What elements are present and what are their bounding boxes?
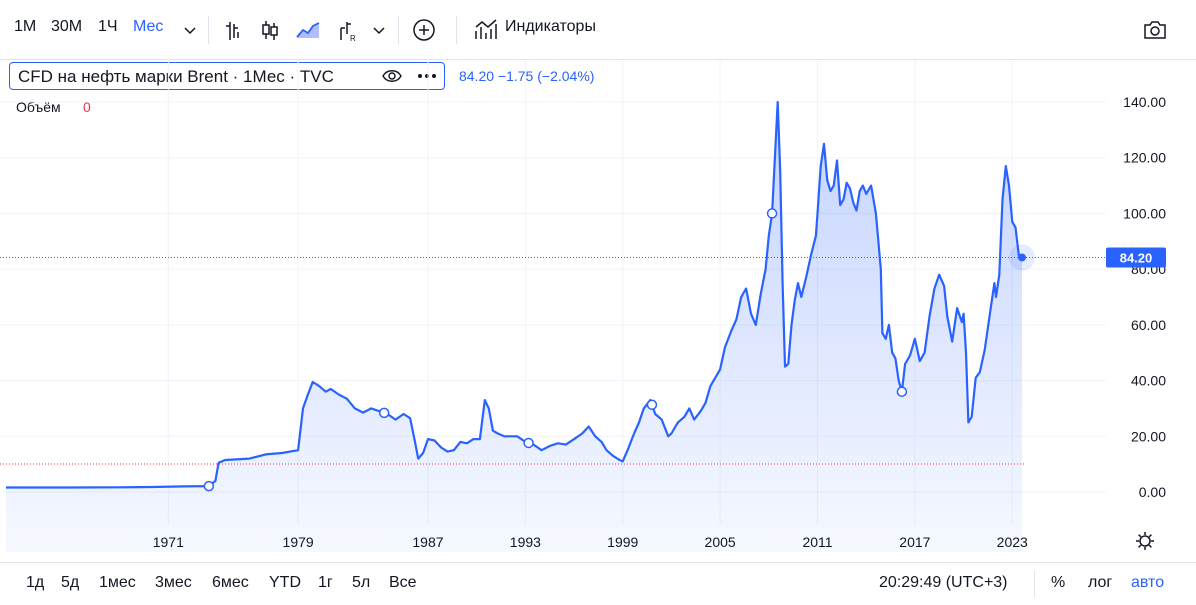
price-tag-label: 84.20 — [1120, 250, 1153, 265]
price-chart[interactable]: 140.00120.00100.0080.0060.0040.0020.000.… — [0, 0, 1196, 562]
indicators-button[interactable]: Индикаторы — [505, 18, 596, 35]
compare-plus-icon[interactable] — [410, 16, 438, 44]
x-tick-label: 2023 — [997, 534, 1028, 550]
x-tick-label: 2005 — [705, 534, 736, 550]
range-5y[interactable]: 5л — [352, 574, 371, 591]
time-axis[interactable]: 1971 1979 1987 1993 1999 2005 2011 2017 2023 — [153, 534, 1028, 550]
bottom-toolbar: 1д 5д 1мес 3мес 6мес YTD 1г 5л Все 20:29… — [0, 562, 1196, 605]
event-marker[interactable] — [523, 437, 534, 449]
x-tick-label: 2011 — [802, 534, 832, 550]
top-toolbar: 1М 30М 1Ч Мес R Индикаторы — [0, 0, 1196, 60]
price-line — [6, 100, 1023, 489]
x-tick-label: 1993 — [510, 534, 541, 550]
price-axis[interactable]: 140.00120.00100.0080.0060.0040.0020.000.… — [1123, 94, 1166, 500]
range-all[interactable]: Все — [389, 574, 417, 591]
toolbar-divider — [208, 16, 209, 44]
clock-time[interactable]: 20:29:49 (UTC+3) — [879, 574, 1008, 591]
event-marker[interactable] — [378, 407, 390, 419]
event-marker[interactable] — [896, 386, 908, 397]
toolbar-divider — [1034, 571, 1035, 597]
price-tag: 84.20 — [1106, 247, 1166, 268]
range-1d[interactable]: 1д — [26, 574, 45, 591]
x-tick-label: 1999 — [607, 534, 638, 550]
interval-1m[interactable]: 1М — [14, 18, 37, 35]
camera-icon[interactable] — [1141, 16, 1169, 44]
settings-gear-icon[interactable] — [1136, 532, 1154, 550]
eye-icon[interactable] — [382, 67, 402, 85]
auto-toggle[interactable]: авто — [1131, 574, 1165, 591]
interval-30m[interactable]: 30М — [51, 18, 83, 35]
x-tick-label: 1987 — [412, 534, 443, 550]
y-tick-label: 40.00 — [1131, 373, 1166, 389]
interval-1h[interactable]: 1Ч — [98, 18, 118, 35]
event-marker[interactable] — [646, 399, 658, 410]
range-3m[interactable]: 3мес — [155, 574, 192, 591]
range-5d[interactable]: 5д — [61, 574, 80, 591]
x-tick-label: 1979 — [283, 534, 314, 550]
chevron-down-icon[interactable] — [176, 16, 204, 44]
event-marker[interactable] — [203, 480, 215, 492]
y-tick-label: 0.00 — [1139, 484, 1166, 500]
bar-chart-icon[interactable] — [220, 16, 248, 44]
volume-value: 0 — [83, 99, 91, 115]
price-area-fill — [6, 102, 1022, 552]
range-ytd[interactable]: YTD — [269, 574, 301, 591]
chevron-down-icon[interactable] — [365, 16, 393, 44]
y-tick-label: 140.00 — [1123, 94, 1166, 110]
symbol-title[interactable]: CFD на нефть марки Brent · 1Мес · TVC — [18, 67, 334, 86]
toolbar-divider — [456, 16, 457, 44]
percent-toggle[interactable]: % — [1051, 574, 1066, 591]
interval-month[interactable]: Мес — [133, 18, 164, 35]
y-tick-label: 60.00 — [1131, 317, 1166, 333]
range-1m[interactable]: 1мес — [99, 574, 136, 591]
volume-label: Объём — [16, 99, 61, 115]
x-tick-label: 2017 — [899, 534, 930, 550]
replay-icon[interactable]: R — [333, 16, 361, 44]
legend-values: 84.20 −1.75 (−2.04%) — [459, 68, 595, 84]
candlestick-icon[interactable] — [256, 16, 284, 44]
range-6m[interactable]: 6мес — [212, 574, 249, 591]
toolbar-divider — [398, 16, 399, 44]
range-1y[interactable]: 1г — [318, 574, 333, 591]
symbol-legend[interactable]: CFD на нефть марки Brent · 1Мес · TVC — [9, 62, 445, 90]
area-chart-icon[interactable] — [294, 16, 322, 44]
y-tick-label: 100.00 — [1123, 205, 1166, 221]
svg-text:R: R — [350, 34, 356, 43]
x-tick-label: 1971 — [153, 534, 184, 550]
event-markers — [203, 208, 908, 492]
y-tick-label: 120.00 — [1123, 150, 1166, 166]
last-point — [1018, 253, 1026, 262]
event-marker[interactable] — [766, 208, 778, 219]
indicators-icon[interactable] — [472, 16, 500, 44]
log-toggle[interactable]: лог — [1088, 574, 1113, 591]
y-tick-label: 20.00 — [1131, 428, 1166, 444]
